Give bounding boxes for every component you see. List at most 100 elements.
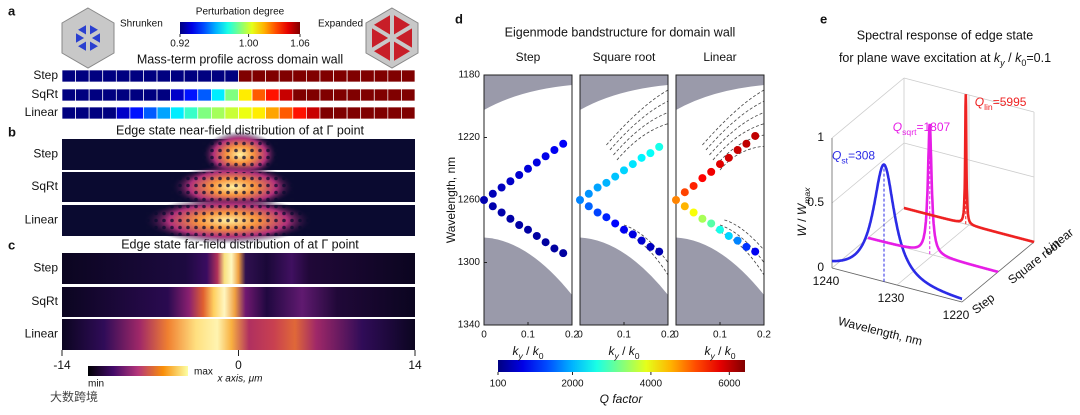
- edge-mode: [689, 181, 698, 190]
- x-axis-label: ky / k0: [512, 344, 543, 361]
- panel-c-title: Edge state far-field distribution of at …: [121, 237, 359, 251]
- mass-cell: [75, 106, 90, 120]
- mass-cell: [278, 69, 294, 83]
- x-axis-label: x axis, μm: [217, 374, 263, 385]
- panel-e-title-2: for plane wave excitation at ky / k0=0.1: [839, 51, 1051, 68]
- edge-mode: [559, 249, 568, 258]
- edge-mode: [733, 146, 742, 154]
- q-label-part: =1807: [916, 120, 950, 134]
- x-axis-label-part: /: [715, 344, 725, 358]
- edge-mode: [515, 171, 524, 179]
- x-tick-label: 1230: [878, 291, 905, 305]
- q-label-part: lin: [984, 102, 993, 112]
- mass-cell: [238, 106, 253, 120]
- edge-mode: [742, 242, 751, 251]
- row-label: Linear: [25, 327, 58, 341]
- bulk-mode: [702, 89, 765, 146]
- wall-grid: [831, 77, 905, 139]
- x-tick-label: -14: [53, 358, 71, 372]
- edge-mode: [550, 146, 559, 154]
- edge-mode: [593, 183, 602, 192]
- mass-cell: [333, 106, 348, 120]
- mass-cell: [224, 69, 239, 83]
- colorbar-tick-label: 1.00: [239, 39, 259, 50]
- edge-mode: [716, 160, 724, 169]
- q-label: Qst=308: [832, 149, 875, 166]
- edge-mode: [593, 208, 602, 217]
- q-label: Qsqrt=1807: [893, 120, 951, 137]
- q-label-part: =308: [848, 149, 875, 163]
- x-axis-label-part: y: [517, 351, 523, 361]
- row-label: Linear: [25, 213, 58, 227]
- x-axis-label: Wavelength, nm: [837, 314, 924, 348]
- x-tick-label: 0.1: [617, 330, 631, 341]
- bulk-mode: [609, 100, 669, 151]
- bulk-mode: [623, 224, 669, 263]
- z-tick-label: 0: [817, 260, 824, 274]
- q-label: Qlin=5995: [975, 95, 1027, 112]
- watermark: 大数跨境: [50, 389, 98, 404]
- q-label-part: st: [841, 156, 848, 166]
- x-tick-label: 0.2: [757, 330, 771, 341]
- edge-mode: [680, 202, 689, 211]
- x-axis-label-part: k: [629, 344, 636, 358]
- light-cone: [580, 237, 668, 325]
- z-tick-label: 0.5: [807, 195, 824, 209]
- q-tick-label: 4000: [640, 379, 663, 390]
- mass-cell: [401, 69, 416, 83]
- light-cone: [484, 237, 572, 325]
- mass-cell: [346, 106, 362, 120]
- panel-label: b: [8, 124, 16, 139]
- panel-e-title-2-part: k: [1015, 51, 1022, 65]
- edge-mode: [488, 189, 497, 198]
- q-tick-label: 2000: [561, 379, 584, 390]
- bulk-mode: [616, 123, 669, 161]
- z-axis-label-part: W: [795, 202, 809, 215]
- edge-mode: [716, 225, 724, 234]
- mass-cell: [129, 69, 144, 83]
- bulk-mode: [719, 224, 765, 263]
- mass-cell: [319, 69, 334, 83]
- q-label-part: Q: [832, 149, 841, 163]
- edge-mode: [724, 153, 733, 162]
- mass-cell: [102, 69, 117, 83]
- edge-mode: [646, 149, 655, 158]
- edge-mode: [751, 131, 760, 140]
- wall-grid: [903, 142, 1035, 178]
- x-axis-label-part: k: [704, 344, 711, 358]
- heat-min: min: [88, 379, 104, 390]
- mass-cell: [61, 88, 76, 102]
- panel-e-title-2-part: y: [999, 58, 1005, 68]
- mass-cell: [183, 69, 199, 83]
- panel-d-title: Eigenmode bandstructure for domain wall: [505, 25, 736, 39]
- mass-cell: [210, 106, 226, 120]
- mass-cell: [306, 106, 321, 120]
- mass-cell: [129, 106, 144, 120]
- panel-label: a: [8, 3, 16, 18]
- mass-cell: [292, 69, 307, 83]
- panel-e-title-2-part: =0.1: [1026, 51, 1051, 65]
- bulk-mode: [613, 112, 669, 156]
- mass-cell: [387, 69, 402, 83]
- x-tick-label: 0: [235, 358, 242, 372]
- mass-cell: [143, 69, 158, 83]
- mass-cell: [156, 69, 171, 83]
- edge-mode: [620, 225, 628, 234]
- edge-mode: [672, 196, 680, 204]
- mass-cell: [183, 106, 199, 120]
- x-axis-label-part: 0: [539, 351, 544, 361]
- mass-cell: [401, 88, 416, 102]
- edge-mode: [488, 202, 497, 211]
- colorbar-title: Perturbation degree: [196, 7, 285, 18]
- q-tick-label: 6000: [718, 379, 741, 390]
- mass-cell: [360, 69, 375, 83]
- heat-max: max: [194, 367, 213, 378]
- q-colorbar-label: Q factor: [600, 392, 644, 406]
- mass-cell: [115, 69, 131, 83]
- edge-mode: [611, 172, 620, 181]
- edge-mode: [602, 213, 611, 222]
- x-axis-label-part: k: [725, 344, 732, 358]
- edge-mode: [724, 231, 733, 240]
- q-tick-label: 100: [490, 379, 507, 390]
- edge-mode: [497, 208, 506, 217]
